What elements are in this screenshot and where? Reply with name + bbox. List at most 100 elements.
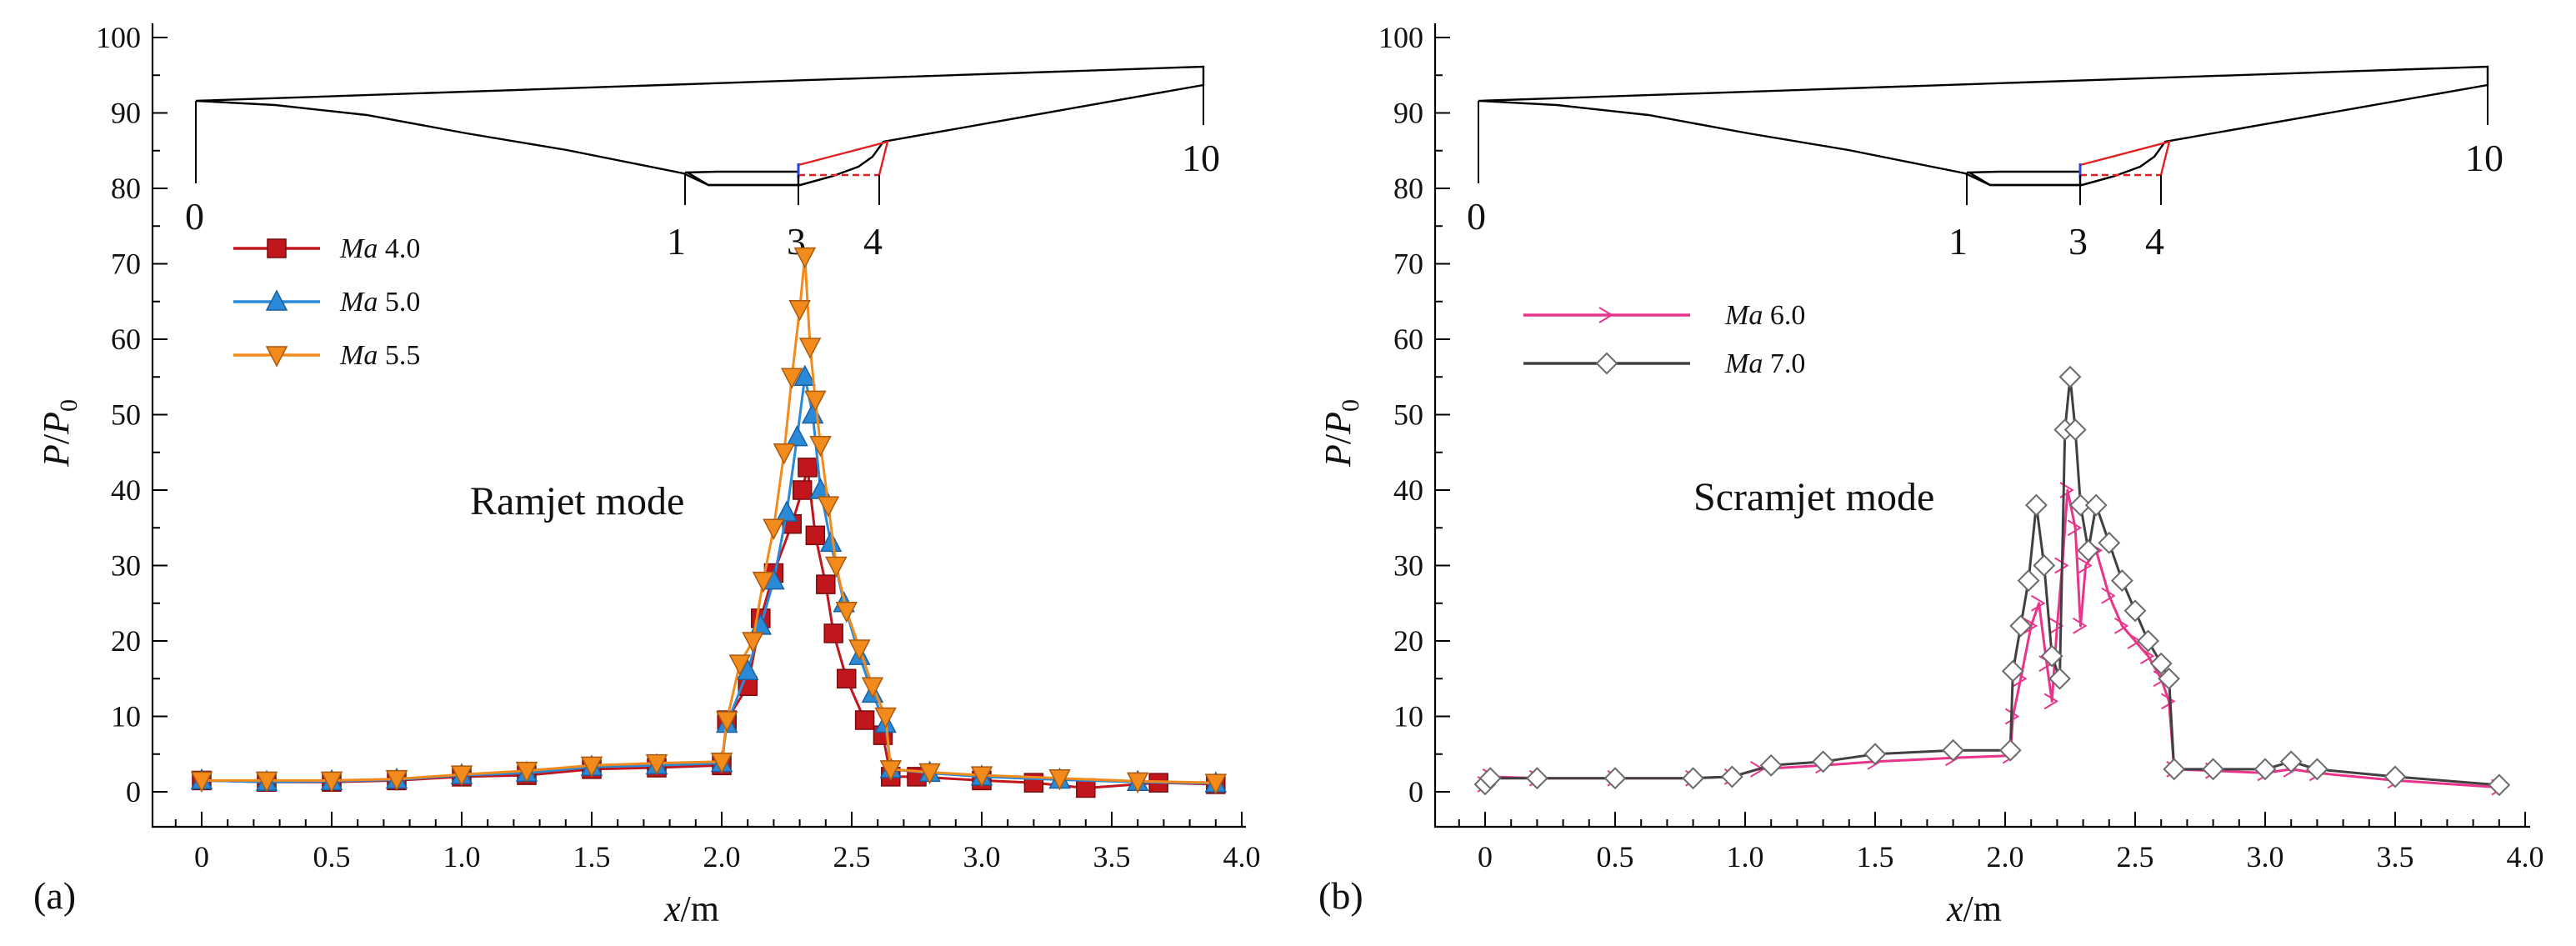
y-tick-label: 90 xyxy=(111,97,141,130)
panel-b-y-axis xyxy=(1433,23,2530,828)
x-tick-label: 1.0 xyxy=(1727,840,1764,873)
legend-label: Ma 5.5 xyxy=(339,340,420,371)
panel-b-station-4: 4 xyxy=(2145,220,2164,263)
panel-a-station-1: 1 xyxy=(667,220,686,263)
legend-label: Ma 7.0 xyxy=(1724,348,1805,379)
panel-a-chart: 0 0.5 1.0 1.5 2.0 2.5 3.0 3.5 4.0 01020304050607… xyxy=(33,21,1261,929)
panel-b-y-axis-title: P/P0 xyxy=(1318,399,1364,468)
panel-a-y-axis-title: P/P0 xyxy=(36,399,83,468)
data-point xyxy=(2084,493,2108,517)
panel-a-series xyxy=(190,247,1228,798)
x-tick-label: 2.5 xyxy=(833,840,871,873)
legend-label: Ma 6.0 xyxy=(1724,300,1805,331)
data-point xyxy=(835,602,858,623)
data-point xyxy=(798,458,818,478)
panel-b-legend: Ma 6.0 Ma 7.0 xyxy=(1523,300,1805,379)
x-tick-label: 3.5 xyxy=(1093,840,1131,873)
data-point xyxy=(837,668,857,688)
data-point xyxy=(793,364,817,386)
data-point xyxy=(2033,554,2056,577)
y-tick-label: 40 xyxy=(1393,473,1423,507)
series-line xyxy=(1483,488,2499,789)
legend-item: Ma 5.5 xyxy=(233,340,420,371)
series-line xyxy=(201,375,1216,785)
x-tick-label: 0.5 xyxy=(313,840,351,873)
data-point xyxy=(2098,531,2121,554)
data-point xyxy=(773,443,796,465)
svg-text:P/P0: P/P0 xyxy=(1318,399,1364,468)
panel-b-station-1: 1 xyxy=(1948,220,1968,263)
panel-b-chart: 0 0.5 1.0 1.5 2.0 2.5 3.0 3.5 4.0 01020304050607… xyxy=(1318,21,2544,929)
data-point xyxy=(2069,493,2092,517)
data-point xyxy=(792,480,813,500)
data-point xyxy=(2078,557,2093,574)
data-point xyxy=(874,707,897,729)
legend-item: Ma 7.0 xyxy=(1523,348,1805,379)
panel-a-station-0: 0 xyxy=(185,195,204,238)
data-point xyxy=(763,518,785,540)
x-tick-label: 2.0 xyxy=(1987,840,2024,873)
panel-b-station-3: 3 xyxy=(2068,220,2088,263)
y-tick-label: 90 xyxy=(1393,97,1423,130)
y-tick-label: 40 xyxy=(111,473,141,507)
data-point xyxy=(1942,738,1965,762)
y-tick-label: 30 xyxy=(111,549,141,583)
data-point xyxy=(2048,618,2064,634)
data-point xyxy=(450,765,473,787)
data-point xyxy=(1720,765,1743,788)
data-point xyxy=(848,639,871,661)
data-point xyxy=(2077,538,2100,562)
panel-a-engine-geometry xyxy=(195,65,1205,205)
panel-b-series xyxy=(1473,365,2511,797)
legend-marker xyxy=(267,238,287,258)
data-point xyxy=(781,368,803,389)
data-point xyxy=(918,763,941,785)
series-7.0 xyxy=(1473,365,2511,797)
x-tick-label: 0 xyxy=(194,840,209,873)
data-point xyxy=(2043,693,2059,710)
data-point xyxy=(2009,614,2033,638)
panel-b-station-10: 10 xyxy=(2465,137,2503,179)
series-6.0 xyxy=(1477,482,2506,796)
panel-b-x-ticks: 0 0.5 1.0 1.5 2.0 2.5 3.0 3.5 4.0 xyxy=(1458,812,2544,873)
data-point xyxy=(2137,629,2160,653)
data-point xyxy=(2279,750,2303,773)
y-tick-label: 100 xyxy=(96,21,141,54)
x-tick-label: 1.5 xyxy=(573,840,611,873)
data-point xyxy=(1126,772,1149,793)
data-point xyxy=(2149,652,2173,675)
data-point xyxy=(752,571,775,593)
data-point xyxy=(970,766,993,788)
data-point xyxy=(255,771,278,793)
y-tick-label: 10 xyxy=(1393,700,1423,733)
panel-a-station-4: 4 xyxy=(863,220,883,263)
data-point xyxy=(2140,648,2155,664)
panel-b-engine-geometry xyxy=(1478,65,2489,205)
data-point xyxy=(2017,569,2040,593)
data-point xyxy=(1812,750,1835,773)
y-tick-label: 70 xyxy=(1393,248,1423,281)
data-point xyxy=(2110,569,2133,593)
data-point xyxy=(190,771,213,793)
data-point xyxy=(2031,594,2046,612)
data-point xyxy=(2067,519,2083,537)
data-point xyxy=(775,500,798,522)
y-tick-label: 20 xyxy=(111,624,141,658)
legend-marker xyxy=(265,346,288,368)
data-point xyxy=(2383,765,2407,788)
series-5.0 xyxy=(190,364,1228,793)
panel-a-station-10: 10 xyxy=(1182,137,1220,179)
panel-a-y-axis xyxy=(151,23,1246,828)
panel-a-x-ticks: 0 0.5 1.0 1.5 2.0 2.5 3.0 3.5 4.0 xyxy=(174,812,1261,873)
data-point xyxy=(1998,738,2022,762)
data-point xyxy=(879,760,903,782)
data-point xyxy=(716,711,738,733)
x-tick-label: 2.5 xyxy=(2117,840,2154,873)
series-line xyxy=(202,255,1216,784)
panel-a-mode-label: Ramjet mode xyxy=(470,479,684,523)
data-point xyxy=(1750,760,1765,778)
data-point xyxy=(825,556,848,578)
data-point xyxy=(819,530,843,553)
data-point xyxy=(788,300,811,322)
data-point xyxy=(854,710,875,730)
